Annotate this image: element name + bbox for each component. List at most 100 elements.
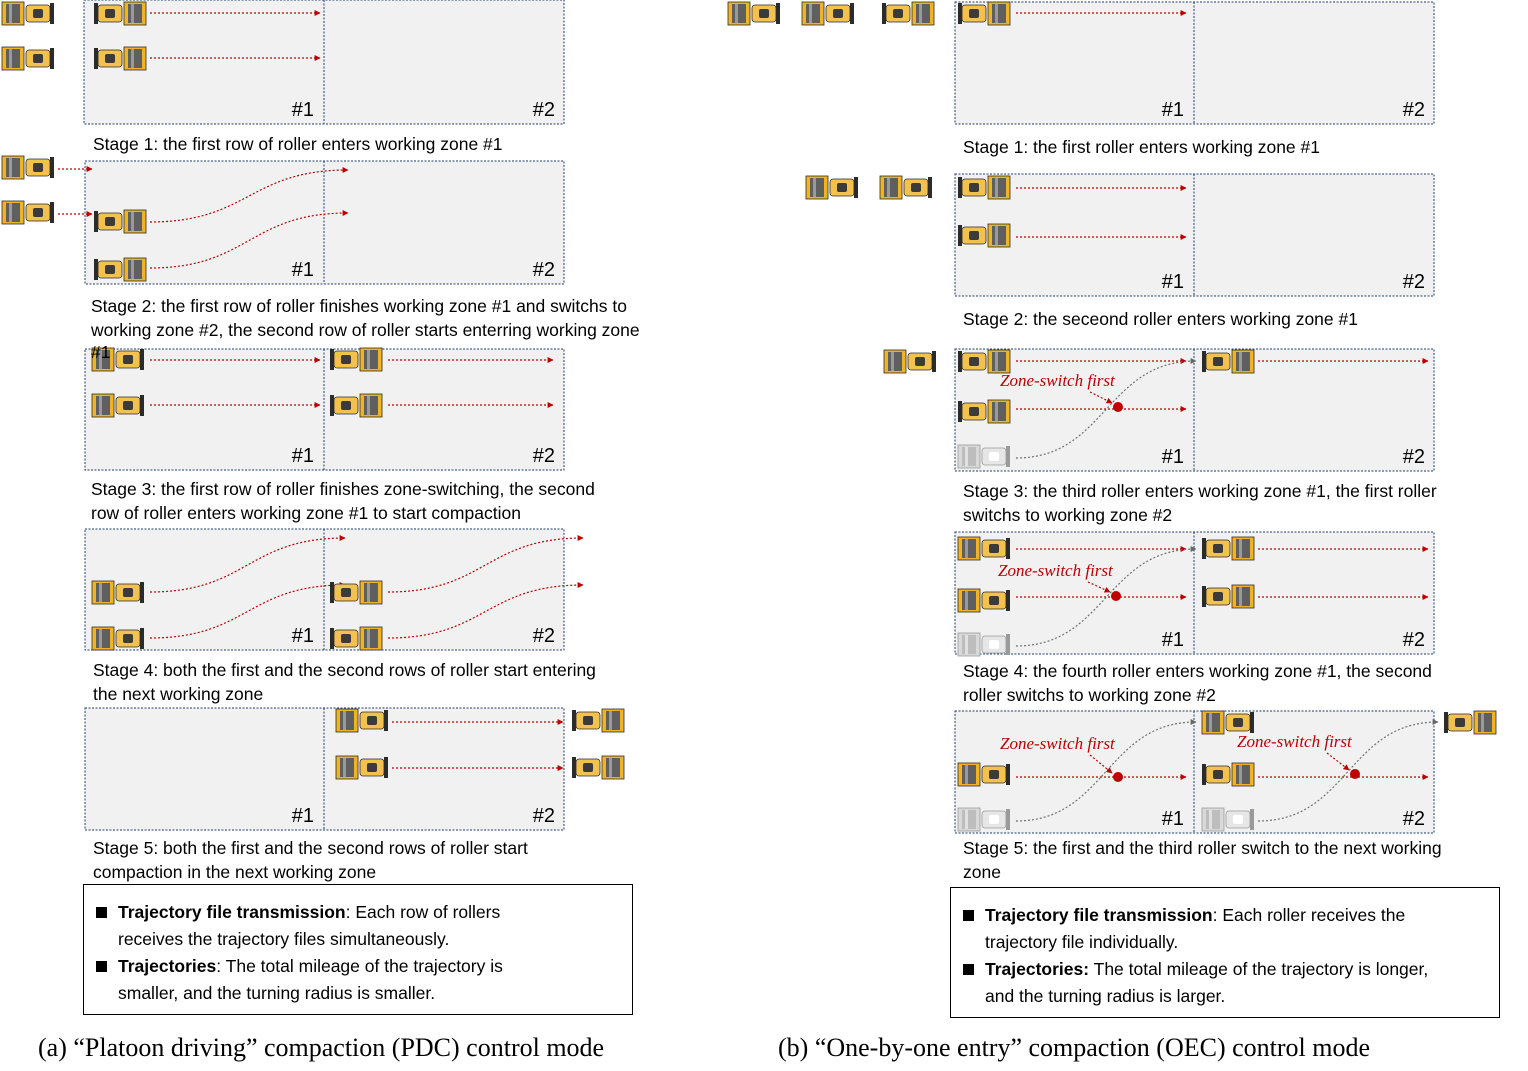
roller-cab <box>341 401 351 410</box>
roller-drum <box>128 49 142 68</box>
left-subfigure-title: (a) “Platoon driving” compaction (PDC) c… <box>38 1033 605 1062</box>
roller-rear-wheel <box>1006 634 1010 655</box>
roller-icon <box>1 46 54 71</box>
zone-1-label: #1 <box>1162 808 1184 830</box>
roller-cab <box>1233 718 1243 727</box>
right-info-box: Trajectory file transmission: Each rolle… <box>950 887 1500 1018</box>
roller-drum-shine <box>995 352 998 371</box>
roller-drum-shine <box>9 4 12 23</box>
roller-rear-wheel <box>1006 764 1010 785</box>
roller-icon <box>958 399 1011 424</box>
roller-rear-wheel <box>1250 809 1254 830</box>
left-stage-5-caption: Stage 5: both the first and the second r… <box>93 836 528 884</box>
roller-cab <box>123 588 133 597</box>
info-item-text-line2: smaller, and the turning radius is small… <box>118 982 436 1003</box>
roller-rear-wheel <box>140 349 144 370</box>
roller-icon <box>335 708 388 733</box>
zone-1-label: #1 <box>1162 271 1184 293</box>
roller-cab <box>105 54 115 63</box>
zone-switch-trajectory-arrow <box>1015 546 1197 647</box>
roller-rear-wheel <box>850 3 854 24</box>
roller-icon <box>957 762 1010 787</box>
roller-icon <box>572 755 625 780</box>
roller-rear-wheel <box>1444 712 1448 733</box>
roller-cab <box>915 357 925 366</box>
caption-line: Stage 5: the first and the third roller … <box>963 838 1442 858</box>
roller-drum <box>364 396 378 415</box>
roller-rear-wheel <box>1202 586 1206 607</box>
roller-drum <box>1236 352 1250 371</box>
roller-cab <box>341 588 351 597</box>
roller-cab <box>105 217 115 226</box>
roller-drum <box>962 539 976 558</box>
roller-drum-shine <box>965 810 968 829</box>
roller-drum-shine <box>995 178 998 197</box>
zone-panel <box>84 528 565 651</box>
zone-1-label: #1 <box>292 805 314 827</box>
roller-drum-shine <box>965 765 968 784</box>
roller-rear-wheel <box>94 259 98 280</box>
roller-icon <box>801 1 854 26</box>
roller-drum-shine <box>891 352 894 371</box>
roller-drum-shine <box>99 350 102 369</box>
roller-rear-wheel <box>330 628 334 649</box>
roller-rear-wheel <box>140 582 144 603</box>
roller-drum-shine <box>965 635 968 654</box>
roller-drum <box>732 4 746 23</box>
zone-switch-trajectory-arrow <box>1015 358 1197 459</box>
zone-panel <box>84 707 565 831</box>
roller-drum-shine <box>919 4 922 23</box>
roller-drum-shine <box>131 212 134 231</box>
info-item-title: Trajectory file transmission <box>118 902 346 922</box>
bullet-square-icon <box>963 910 974 921</box>
roller-cab <box>33 54 43 63</box>
roller-drum <box>1236 539 1250 558</box>
roller-drum <box>992 178 1006 197</box>
roller-drum-shine <box>609 711 612 730</box>
zone-1-label: #1 <box>292 259 314 281</box>
roller-drum <box>1236 587 1250 606</box>
caption-line: row of roller enters working zone #1 to … <box>91 503 521 523</box>
caption-line: roller switchs to working zone #2 <box>963 685 1216 705</box>
roller-cab <box>583 716 593 725</box>
roller-icon <box>1444 710 1497 735</box>
zone-2-label: #2 <box>1403 446 1425 468</box>
roller-drum-shine <box>735 4 738 23</box>
roller-drum <box>128 212 142 231</box>
zone-switch-label: Zone-switch first <box>1000 371 1116 390</box>
roller-cab <box>105 9 115 18</box>
zone-1-label: #1 <box>1162 446 1184 468</box>
zone-switch-pointer-arrow <box>1089 754 1113 774</box>
zone-switch-point <box>1113 772 1123 782</box>
roller-rear-wheel <box>958 3 962 24</box>
bullet-square-icon <box>96 961 107 972</box>
roller-icon <box>335 755 388 780</box>
right-stage-4-caption: Stage 4: the fourth roller enters workin… <box>963 659 1432 707</box>
roller-rear-wheel <box>1006 538 1010 559</box>
info-item-text: : Each roller receives the <box>1212 905 1406 925</box>
roller-icon <box>957 632 1010 657</box>
roller-icon <box>572 708 625 733</box>
roller-drum-shine <box>367 396 370 415</box>
zone-panel <box>954 1 1435 125</box>
roller-drum-shine <box>367 583 370 602</box>
roller-cab <box>911 183 921 192</box>
zone-2-label: #2 <box>1403 271 1425 293</box>
roller-rear-wheel <box>776 3 780 24</box>
roller-rear-wheel <box>1202 538 1206 559</box>
caption-line: Stage 2: the first row of roller finishe… <box>91 296 627 316</box>
roller-drum-shine <box>609 758 612 777</box>
right-stage-5-caption: Stage 5: the first and the third roller … <box>963 836 1442 884</box>
info-item-text: : Each row of rollers <box>345 902 501 922</box>
roller-drum <box>992 402 1006 421</box>
zone-switch-trajectory-arrow <box>149 167 349 223</box>
roller-cab <box>989 596 999 605</box>
roller-drum <box>1206 713 1220 732</box>
zone-switch-point <box>1113 402 1123 412</box>
roller-rear-wheel <box>330 582 334 603</box>
roller-drum <box>810 178 824 197</box>
zone-panel <box>954 173 1435 297</box>
roller-drum-shine <box>367 629 370 648</box>
roller-icon <box>958 223 1011 248</box>
